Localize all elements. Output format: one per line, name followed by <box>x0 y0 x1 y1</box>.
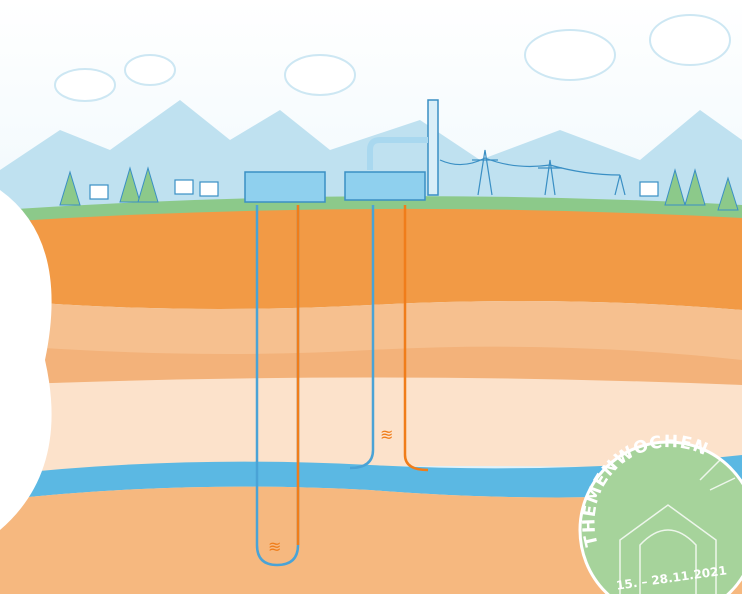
pylons <box>439 149 626 196</box>
heat-icon: ≋ <box>380 425 393 444</box>
overlay-shape <box>0 190 52 530</box>
houses <box>89 179 659 200</box>
pipes <box>255 205 429 567</box>
trees <box>59 166 739 211</box>
aquifer <box>0 455 742 500</box>
plant <box>244 99 439 203</box>
clouds <box>54 14 731 102</box>
heat-icon: ≋ <box>268 537 281 556</box>
layer-5 <box>0 486 742 594</box>
badge-icon <box>619 459 736 594</box>
badge: THEMENWOCHEN 15. – 28.11.2021 <box>578 432 742 594</box>
layer-4 <box>0 377 742 475</box>
layer-3 <box>0 345 742 385</box>
layer-1 <box>0 208 742 310</box>
